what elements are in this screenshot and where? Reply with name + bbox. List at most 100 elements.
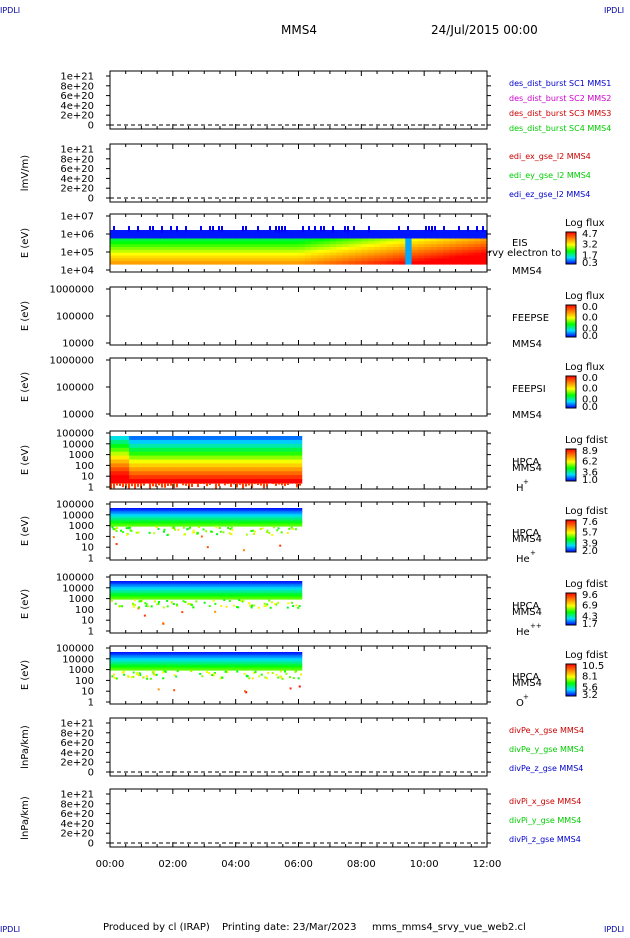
y-tick-label: 0 bbox=[88, 768, 94, 779]
heatmap-cell bbox=[468, 261, 475, 264]
heatmap-cell bbox=[122, 671, 124, 673]
heatmap-cell bbox=[229, 528, 231, 530]
y-tick-label: 1e+07 bbox=[60, 212, 94, 223]
y-tick-label: 10 bbox=[81, 543, 94, 554]
heatmap-cell bbox=[201, 535, 203, 537]
heatmap-cell bbox=[154, 261, 161, 264]
colorbar-title: Log flux bbox=[565, 218, 605, 229]
heatmap-cell bbox=[380, 261, 387, 264]
heatmap-cell bbox=[261, 674, 263, 676]
heatmap-cell bbox=[114, 677, 116, 679]
heatmap-cell bbox=[230, 483, 232, 487]
colorbar-title: Log fdist bbox=[565, 650, 608, 661]
legend-entry: edi_ey_gse_l2 MMS4 bbox=[509, 171, 591, 180]
heatmap-cell bbox=[262, 527, 264, 529]
heatmap-cell bbox=[344, 226, 346, 232]
heatmap-cell bbox=[175, 676, 177, 678]
heatmap-cell bbox=[482, 226, 484, 232]
heatmap-cell bbox=[298, 452, 302, 457]
y-tick-label: 100 bbox=[75, 605, 94, 616]
heatmap-cell bbox=[248, 677, 250, 679]
y-tick-label: 10000 bbox=[62, 410, 94, 421]
heatmap-cell bbox=[145, 605, 147, 607]
colorbar bbox=[566, 305, 576, 337]
time-axis-label: 06:00 bbox=[284, 859, 313, 870]
heatmap-cell bbox=[205, 530, 207, 532]
heatmap-cell bbox=[133, 606, 135, 608]
heatmap-cell bbox=[189, 603, 191, 605]
heatmap-cell bbox=[280, 261, 287, 264]
heatmap-cell bbox=[229, 532, 231, 534]
heatmap-cell bbox=[194, 483, 196, 484]
spacecraft-label: MMS4 bbox=[512, 607, 542, 618]
heatmap-cell bbox=[292, 261, 299, 264]
heatmap-cell bbox=[231, 529, 233, 531]
spacecraft-label: MMS4 bbox=[512, 678, 542, 689]
heatmap-cell bbox=[458, 226, 460, 231]
heatmap-cell bbox=[243, 549, 245, 551]
heatmap-cell bbox=[255, 261, 262, 264]
heatmap-cell bbox=[386, 261, 393, 264]
legend-entry: divPe_z_gse MMS4 bbox=[509, 764, 583, 773]
heatmap-cell bbox=[254, 531, 256, 533]
heatmap-cell bbox=[152, 226, 154, 231]
heatmap-cell bbox=[189, 527, 191, 529]
heatmap-cell bbox=[166, 534, 168, 536]
heatmap-cell bbox=[474, 261, 481, 264]
heatmap-cell bbox=[223, 261, 230, 264]
heatmap-cell bbox=[431, 226, 433, 232]
heatmap-cell bbox=[298, 436, 302, 441]
heatmap-cell bbox=[412, 261, 419, 264]
y-tick-label: 100000 bbox=[56, 383, 94, 394]
time-axis-label: 04:00 bbox=[221, 859, 250, 870]
heatmap-cell bbox=[226, 671, 228, 673]
panels: 1e+218e+206e+204e+202e+200des_dist_burst… bbox=[20, 71, 611, 870]
y-tick-label: 100 bbox=[75, 532, 94, 543]
heatmap-cell bbox=[299, 685, 301, 687]
heatmap-cell bbox=[252, 530, 254, 532]
colorbar-value: 6.2 bbox=[582, 457, 598, 468]
heatmap-cell bbox=[116, 261, 123, 264]
heatmap-cell bbox=[170, 483, 172, 486]
heatmap-cell bbox=[177, 670, 179, 672]
heatmap-cell bbox=[274, 603, 276, 605]
heatmap-cell bbox=[136, 532, 138, 534]
heatmap-cell bbox=[298, 463, 302, 468]
panel-8: E (eV)100000100001000100101HPCAMMS4He++L… bbox=[20, 573, 608, 639]
heatmap-cell bbox=[281, 226, 283, 232]
heatmap-cell bbox=[115, 603, 117, 605]
heatmap-cell bbox=[153, 532, 155, 534]
legend-entry: divPi_y_gse MMS4 bbox=[509, 816, 581, 825]
panel-2: lmV/m)1e+218e+206e+204e+202e+200edi_ex_g… bbox=[20, 144, 591, 205]
heatmap-cell bbox=[135, 261, 142, 264]
heatmap-cell bbox=[113, 528, 115, 530]
heatmap-cell bbox=[254, 671, 256, 673]
heatmap-cell bbox=[149, 532, 151, 534]
heatmap-cell bbox=[174, 529, 176, 531]
heatmap-cell bbox=[126, 534, 128, 536]
colorbar bbox=[566, 376, 576, 408]
line-panel-frame bbox=[110, 789, 487, 847]
heatmap-cell bbox=[198, 526, 200, 528]
heatmap-cell bbox=[170, 226, 172, 231]
heatmap-cell bbox=[113, 483, 115, 488]
heatmap-cell bbox=[199, 673, 201, 675]
colorbar-value: 2.0 bbox=[582, 546, 598, 557]
line-panel-frame bbox=[110, 71, 487, 129]
y-axis-label: E (eV) bbox=[20, 660, 31, 690]
heatmap-cell bbox=[173, 689, 175, 691]
heatmap-cell bbox=[158, 483, 160, 485]
spacecraft-label: MMS4 bbox=[512, 534, 542, 545]
time-axis-label: 08:00 bbox=[347, 859, 376, 870]
heatmap-cell bbox=[361, 261, 368, 264]
heatmap-cell bbox=[229, 261, 236, 264]
y-axis-label: E (eV) bbox=[20, 445, 31, 475]
heatmap-cell bbox=[111, 600, 113, 602]
heatmap-cell bbox=[298, 448, 302, 453]
y-tick-label: 100000 bbox=[56, 500, 94, 511]
colorbar-value: 9.6 bbox=[582, 590, 598, 601]
heatmap-cell bbox=[209, 226, 211, 231]
heatmap-cell bbox=[273, 526, 275, 528]
y-tick-label: 1e+06 bbox=[60, 230, 94, 241]
